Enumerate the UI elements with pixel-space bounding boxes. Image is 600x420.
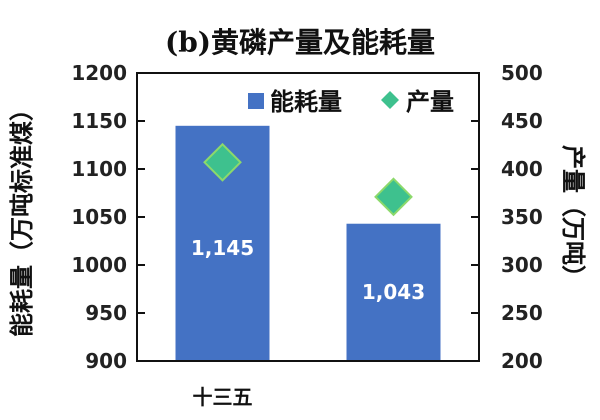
y-tick-label-right: 250 — [501, 301, 543, 325]
bar — [346, 223, 441, 361]
y-tick-label: 1050 — [71, 205, 127, 229]
chart-title: (b)黄磷产量及能耗量 — [165, 26, 435, 59]
y-tick-label: 1000 — [71, 253, 127, 277]
y-tick-label: 1200 — [71, 61, 127, 85]
legend-label: 能耗量 — [270, 88, 342, 116]
y-tick-label: 900 — [85, 349, 127, 373]
y-tick-label: 950 — [85, 301, 127, 325]
y-tick-label: 1150 — [71, 109, 127, 133]
y-tick-label-right: 300 — [501, 253, 543, 277]
y-tick-label-right: 200 — [501, 349, 543, 373]
y-tick-label: 1100 — [71, 157, 127, 181]
diamond-point — [374, 177, 413, 217]
y-axis-label-left: 能耗量（万吨标准煤） — [8, 97, 36, 337]
y-tick-label-right: 350 — [501, 205, 543, 229]
y-tick-label-right: 450 — [501, 109, 543, 133]
legend-swatch-diamond — [381, 91, 399, 109]
data-label: 1,043 — [362, 280, 425, 304]
legend-swatch-bar — [248, 93, 264, 109]
legend-label: 产量 — [406, 88, 454, 116]
y-tick-label-right: 400 — [501, 157, 543, 181]
y-tick-label-right: 500 — [501, 61, 543, 85]
y-axis-label-right: 产量（万吨） — [559, 145, 587, 289]
data-label: 1,145 — [191, 236, 254, 260]
x-tick-label: 十三五 — [193, 385, 253, 409]
diamond-point — [203, 142, 242, 182]
